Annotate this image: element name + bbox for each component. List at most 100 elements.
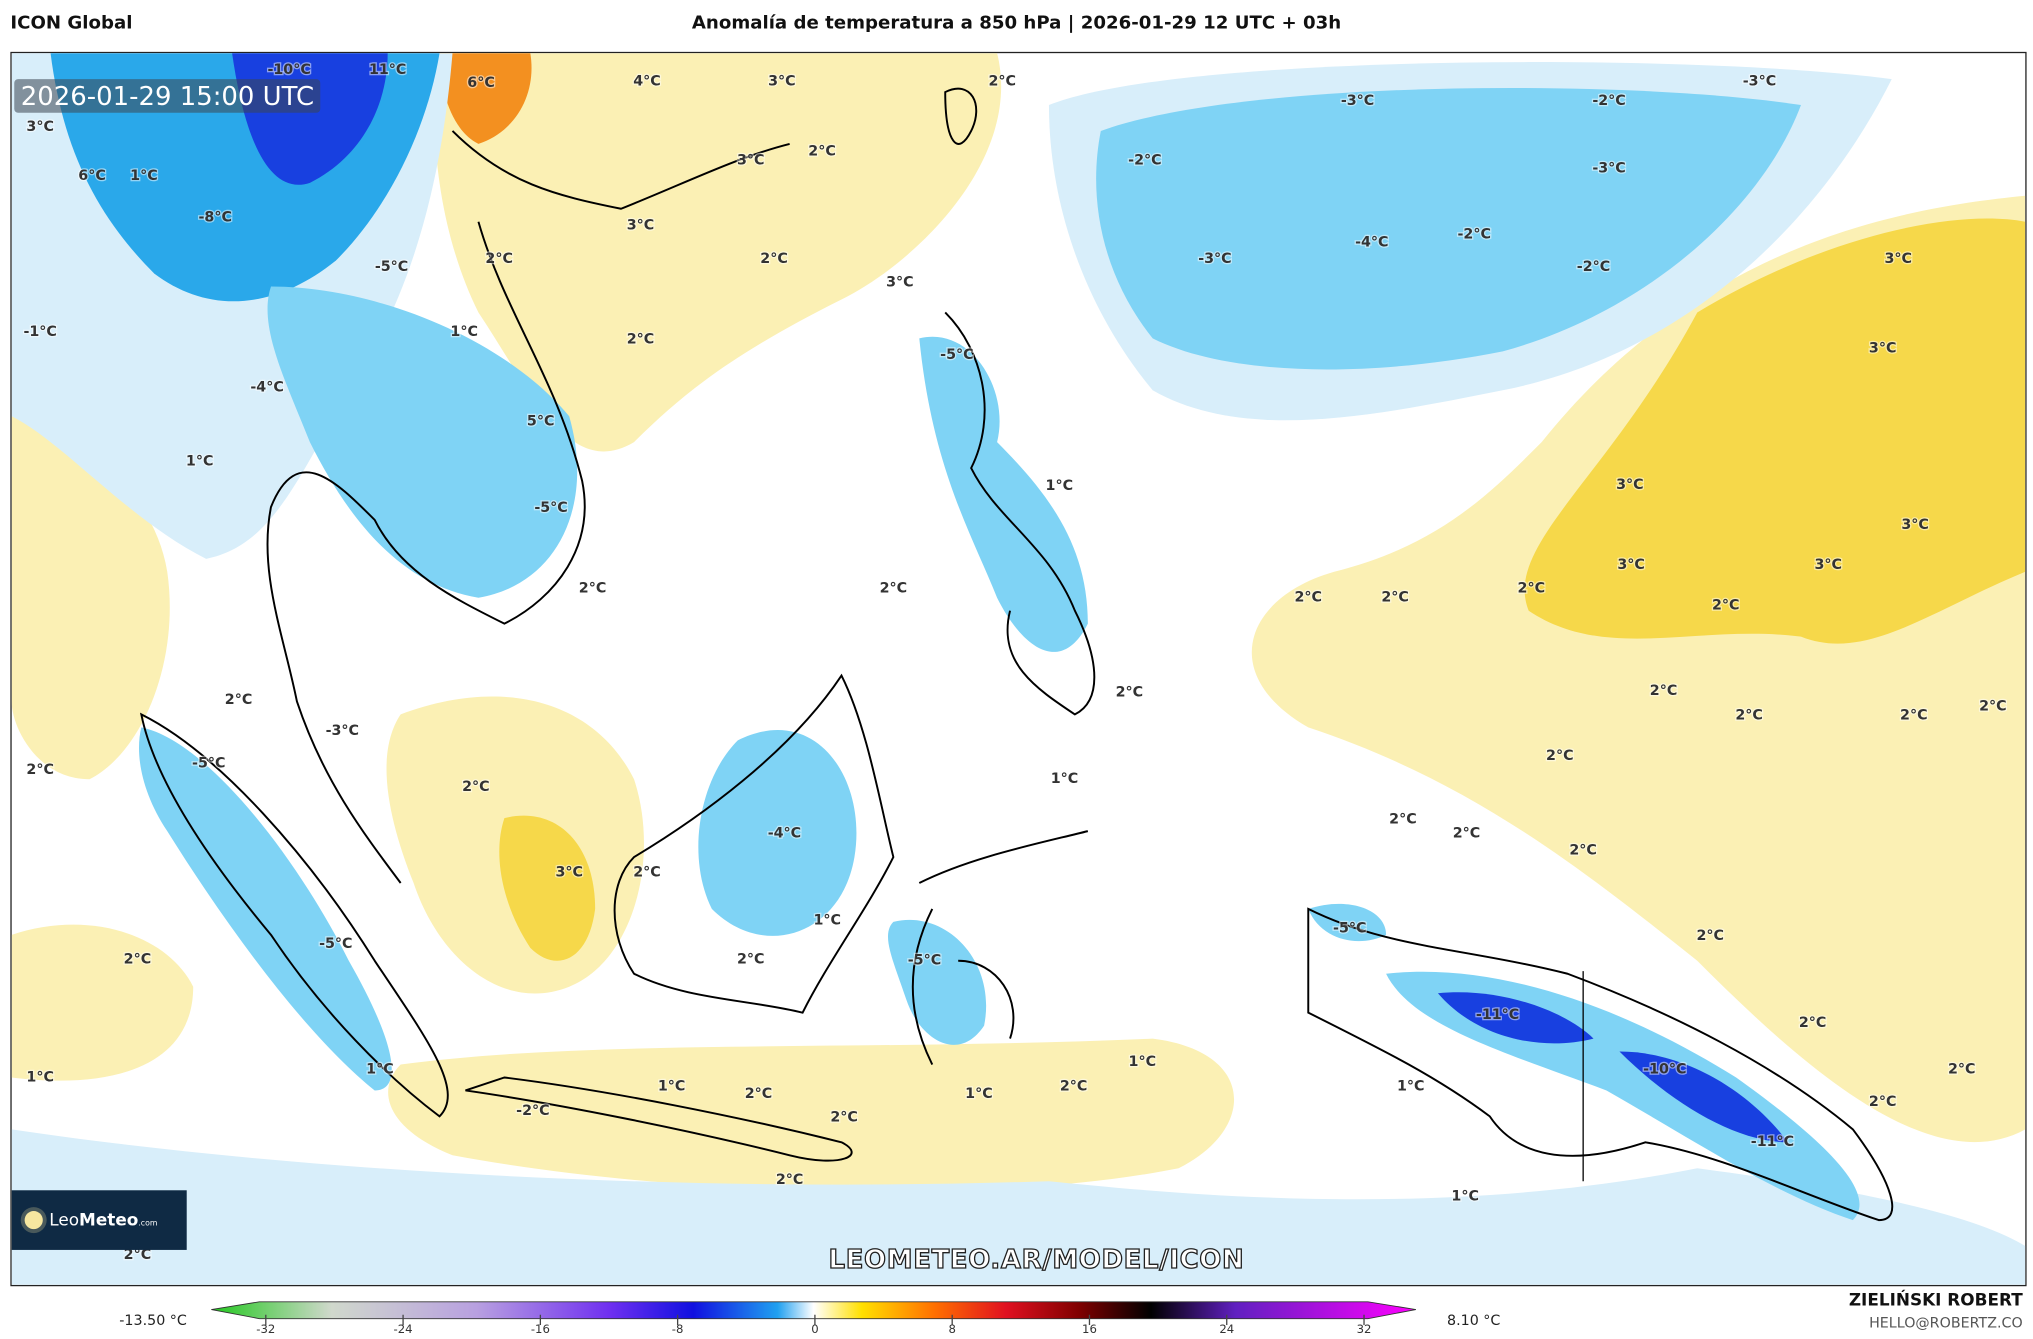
contour-label: 2°C: [745, 1086, 772, 1102]
temperature-anomaly-map[interactable]: -10°C 11°C 6°C 4°C 3°C 2°C -3°C -2°C -3°C 3°C 6°C 1…: [10, 51, 2027, 1287]
colorbar-gradient: [211, 1301, 1416, 1320]
contour-label: 2°C: [1381, 590, 1409, 606]
warm-region: [1524, 218, 2026, 644]
contour-label: 2°C: [1060, 1078, 1088, 1094]
contour-label: 3°C: [1901, 517, 1929, 533]
colorbar-tick-label: 16: [1082, 1323, 1097, 1337]
contour-label: 1°C: [1051, 771, 1079, 787]
warm-region: [499, 815, 596, 961]
author-name: ZIELIŃSKI ROBERT: [1848, 1291, 2023, 1311]
contour-label: 1°C: [813, 912, 840, 928]
sun-icon: [24, 1211, 43, 1230]
contour-label: 1°C: [965, 1086, 992, 1102]
cold-region: [698, 730, 857, 936]
contour-label: 1°C: [658, 1078, 686, 1094]
contour-label: 3°C: [627, 217, 655, 233]
contour-label: -5°C: [375, 259, 408, 275]
contour-label: 2°C: [462, 779, 490, 795]
taiwan-coast: [944, 87, 978, 145]
colorbar-tick-label: 24: [1219, 1323, 1235, 1337]
contour-label: 2°C: [1295, 590, 1322, 606]
contour-label: -2°C: [1592, 93, 1625, 109]
contour-label: 2°C: [1569, 842, 1597, 858]
warm-region: [388, 1038, 1235, 1192]
contour-label: 3°C: [886, 275, 913, 291]
contour-label: -3°C: [1592, 160, 1625, 176]
contour-label: 2°C: [989, 74, 1016, 90]
sulawesi-coast: [911, 830, 1089, 1065]
warm-region: [439, 53, 532, 144]
java-coast: [465, 1076, 853, 1162]
contour-label: -2°C: [516, 1103, 549, 1119]
contour-label: -11°C: [1751, 1134, 1794, 1150]
colorbar-tick-label: -16: [530, 1323, 550, 1337]
contour-label: 3°C: [555, 865, 583, 881]
contour-label: -5°C: [319, 936, 352, 952]
coastline-layer: [139, 87, 1894, 1222]
cold-region: [1096, 87, 1801, 370]
contour-label: 3°C: [1814, 557, 1842, 573]
contour-label: -3°C: [1198, 251, 1231, 267]
contour-label: 2°C: [1900, 708, 1928, 724]
contour-label: 2°C: [880, 581, 908, 597]
contour-label: -11°C: [1476, 1007, 1519, 1023]
contour-label: -5°C: [534, 500, 567, 516]
colorbar-tick-label: -32: [256, 1323, 276, 1337]
contour-label: 6°C: [467, 75, 495, 91]
contour-label: 2°C: [225, 692, 253, 708]
contour-label: -8°C: [199, 210, 232, 226]
contour-label: 2°C: [124, 951, 151, 967]
contour-label: 3°C: [737, 153, 764, 169]
contour-label: 2°C: [1948, 1062, 1976, 1078]
contour-label: 1°C: [1046, 478, 1074, 494]
contour-label: 2°C: [1979, 699, 2007, 715]
colorbar-ticks: [265, 1314, 1365, 1326]
borneo-coast: [613, 673, 895, 1014]
contour-label: 2°C: [1389, 811, 1417, 827]
contour-label: 2°C: [737, 951, 764, 967]
colorbar-max-label: 8.10 °C: [1447, 1312, 1501, 1330]
contour-label: -4°C: [768, 826, 801, 842]
contour-label: 3°C: [1869, 341, 1897, 357]
contour-label: 5°C: [527, 413, 555, 429]
map-canvas: -10°C 11°C 6°C 4°C 3°C 2°C -3°C -2°C -3°C 3°C 6°C 1…: [11, 53, 2026, 1285]
sumatra-coast: [139, 712, 449, 1118]
colorbar: [211, 1301, 1416, 1326]
contour-label: 2°C: [1518, 581, 1546, 597]
cold-region: [11, 1129, 2026, 1285]
contour-label: 2°C: [1799, 1015, 1827, 1031]
colorbar-min-label: -13.50 °C: [119, 1312, 187, 1330]
contour-label: -3°C: [1743, 74, 1776, 90]
contour-label: -10°C: [1643, 1062, 1686, 1078]
contour-label: 2°C: [633, 865, 661, 881]
contour-label: 2°C: [627, 332, 655, 348]
watermark-url: LEOMETEO.AR/MODEL/ICON: [828, 1243, 1245, 1275]
model-name: ICON Global: [10, 12, 133, 34]
warm-region: [434, 53, 1002, 452]
contour-label: 3°C: [26, 119, 53, 135]
contour-label: -5°C: [192, 756, 225, 772]
contour-label: 2°C: [830, 1110, 858, 1126]
cold-region: [1437, 992, 1594, 1044]
logo-text-com: .com: [138, 1218, 158, 1228]
contour-label: 2°C: [1869, 1094, 1897, 1110]
contour-label: 3°C: [1617, 557, 1645, 573]
author-email[interactable]: HELLO@ROBERTZ.CO: [1869, 1314, 2023, 1332]
contour-label: 1°C: [366, 1062, 394, 1078]
contour-label: -2°C: [1128, 153, 1161, 169]
contour-label: 1°C: [450, 324, 478, 340]
contour-label: 11°C: [369, 62, 406, 78]
contour-label: 2°C: [579, 581, 607, 597]
contour-label: 4°C: [633, 74, 661, 90]
contour-label: 1°C: [26, 1069, 53, 1085]
contour-label: -3°C: [326, 723, 359, 739]
contour-label: 2°C: [760, 251, 787, 267]
leometeo-logo[interactable]: Leo Meteo .com: [11, 1190, 187, 1250]
contour-label: 2°C: [1453, 826, 1481, 842]
contour-label: 1°C: [1397, 1078, 1425, 1094]
colorbar-tick-label: 8: [948, 1323, 956, 1337]
contour-label: 2°C: [1546, 748, 1574, 764]
anomaly-fill-layer: [11, 53, 2026, 1285]
colorbar-tick-label: 0: [811, 1323, 819, 1337]
